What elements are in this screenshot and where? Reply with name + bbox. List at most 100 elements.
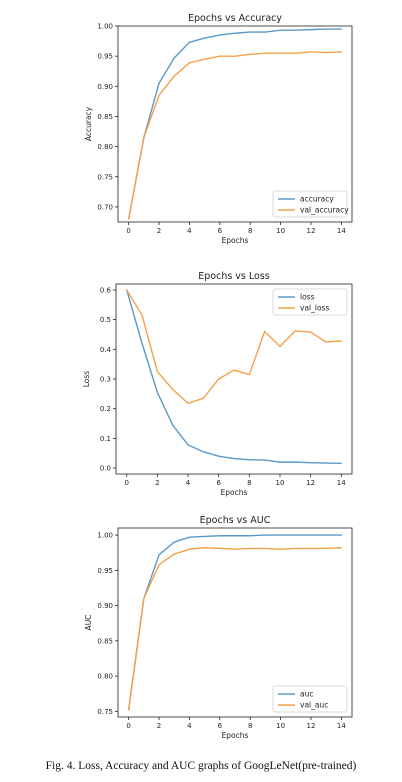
y-tick-label: 0.0 bbox=[100, 465, 111, 473]
data-point-accuracy bbox=[264, 31, 266, 33]
x-tick-label: 2 bbox=[157, 227, 161, 235]
x-tick-label: 8 bbox=[248, 227, 252, 235]
data-point-auc bbox=[310, 534, 312, 536]
data-point-accuracy bbox=[234, 32, 236, 34]
x-axis-label: Epochs bbox=[221, 488, 248, 497]
data-point-val_loss bbox=[187, 402, 189, 404]
data-point-loss bbox=[233, 457, 235, 460]
legend-label: val_auc bbox=[300, 701, 328, 710]
data-point-val_loss bbox=[264, 330, 266, 333]
data-point-val_accuracy bbox=[234, 55, 236, 57]
x-tick-label: 2 bbox=[157, 722, 161, 730]
y-tick-label: 0.85 bbox=[97, 637, 113, 645]
data-point-auc bbox=[295, 534, 297, 536]
x-tick-label: 14 bbox=[337, 227, 346, 235]
y-axis-label: Loss bbox=[82, 371, 91, 388]
y-tick-label: 0.90 bbox=[97, 83, 113, 91]
plot-frame bbox=[117, 527, 353, 718]
data-point-val_auc bbox=[128, 709, 130, 711]
data-point-loss bbox=[172, 424, 174, 426]
series-line-loss bbox=[126, 289, 342, 465]
data-point-accuracy bbox=[188, 41, 191, 43]
data-point-accuracy bbox=[249, 31, 251, 33]
legend-label: val_loss bbox=[300, 304, 329, 313]
data-point-val_loss bbox=[325, 341, 327, 343]
legend-label: accuracy bbox=[300, 195, 334, 204]
data-point-loss bbox=[340, 462, 342, 464]
data-point-accuracy bbox=[219, 34, 221, 36]
data-point-val_auc bbox=[264, 547, 266, 550]
y-tick-label: 0.3 bbox=[100, 376, 111, 384]
data-point-accuracy bbox=[295, 29, 297, 31]
y-axis-label: Accuracy bbox=[84, 106, 93, 141]
x-tick-label: 0 bbox=[124, 479, 128, 487]
series-line-accuracy bbox=[127, 28, 342, 220]
data-point-val_auc bbox=[143, 597, 145, 600]
y-tick-label: 0.90 bbox=[97, 602, 113, 610]
y-tick-label: 0.75 bbox=[97, 173, 113, 181]
legend-label: loss bbox=[300, 293, 315, 302]
x-axis-label: Epochs bbox=[222, 236, 249, 245]
x-tick-label: 4 bbox=[187, 227, 192, 235]
y-tick-label: 0.80 bbox=[97, 673, 113, 681]
data-point-val_auc bbox=[188, 548, 191, 550]
legend-label: val_accuracy bbox=[300, 206, 349, 215]
data-point-val_loss bbox=[172, 388, 174, 390]
figure-caption: Fig. 4. Loss, Accuracy and AUC graphs of… bbox=[45, 760, 357, 772]
x-tick-label: 2 bbox=[155, 479, 159, 487]
auc-chart: Epochs vs AUC 0 2 4 6 8 10 12 14 0.75 0.80 0.85 0.90… bbox=[84, 515, 353, 740]
chart-title: Epochs vs Loss bbox=[198, 271, 270, 282]
y-tick-label: 0.1 bbox=[100, 435, 111, 443]
series-line-auc bbox=[127, 534, 342, 711]
data-point-val_loss bbox=[141, 314, 143, 316]
data-point-val_accuracy bbox=[279, 52, 282, 54]
data-point-loss bbox=[310, 462, 312, 464]
data-point-val_loss bbox=[202, 397, 204, 399]
data-point-loss bbox=[279, 461, 281, 463]
y-tick-label: 0.4 bbox=[100, 346, 112, 354]
data-point-val_auc bbox=[204, 547, 206, 549]
data-point-val_accuracy bbox=[173, 75, 175, 77]
data-point-accuracy bbox=[325, 28, 327, 30]
y-tick-label: 0.75 bbox=[97, 708, 113, 716]
data-point-accuracy bbox=[340, 28, 342, 30]
y-tick-label: 0.95 bbox=[97, 53, 113, 61]
data-point-val_accuracy bbox=[219, 55, 221, 57]
data-point-loss bbox=[294, 461, 296, 463]
y-tick-label: 0.95 bbox=[97, 567, 113, 575]
data-point-auc bbox=[234, 535, 236, 537]
data-point-accuracy bbox=[158, 82, 160, 84]
loss-chart: Epochs vs Loss 0 2 4 6 8 10 12 14 0.0 0.1 0.2 0.3 0.4… bbox=[82, 271, 353, 497]
data-point-val_loss bbox=[279, 345, 281, 347]
x-tick-label: 12 bbox=[307, 722, 316, 730]
x-tick-label: 0 bbox=[126, 227, 130, 235]
data-point-loss bbox=[156, 391, 158, 393]
data-point-accuracy bbox=[279, 29, 282, 31]
data-point-val_accuracy bbox=[158, 94, 160, 96]
data-point-val_accuracy bbox=[204, 58, 206, 60]
data-point-val_loss bbox=[340, 340, 342, 342]
data-point-auc bbox=[204, 535, 206, 538]
data-point-val_auc bbox=[279, 548, 282, 550]
data-point-auc bbox=[219, 535, 221, 537]
data-point-loss bbox=[264, 459, 266, 461]
x-tick-label: 14 bbox=[337, 722, 346, 730]
y-tick-label: 1.00 bbox=[97, 23, 113, 31]
x-axis-label: Epochs bbox=[222, 731, 249, 740]
x-tick-label: 6 bbox=[218, 722, 223, 730]
data-point-auc bbox=[279, 534, 282, 536]
x-tick-label: 8 bbox=[248, 722, 252, 730]
data-point-val_loss bbox=[248, 373, 250, 376]
x-tick-label: 12 bbox=[307, 227, 316, 235]
y-tick-label: 1.00 bbox=[97, 532, 113, 540]
data-point-loss bbox=[218, 455, 220, 457]
series-line-val_auc bbox=[127, 547, 342, 711]
data-point-val_accuracy bbox=[295, 52, 297, 54]
y-axis-label: AUC bbox=[84, 615, 93, 631]
data-point-val_loss bbox=[310, 331, 312, 333]
data-point-val_accuracy bbox=[340, 51, 342, 53]
data-point-val_auc bbox=[310, 547, 312, 550]
x-tick-label: 4 bbox=[187, 722, 192, 730]
data-point-val_auc bbox=[158, 564, 160, 566]
data-point-val_auc bbox=[295, 547, 297, 550]
